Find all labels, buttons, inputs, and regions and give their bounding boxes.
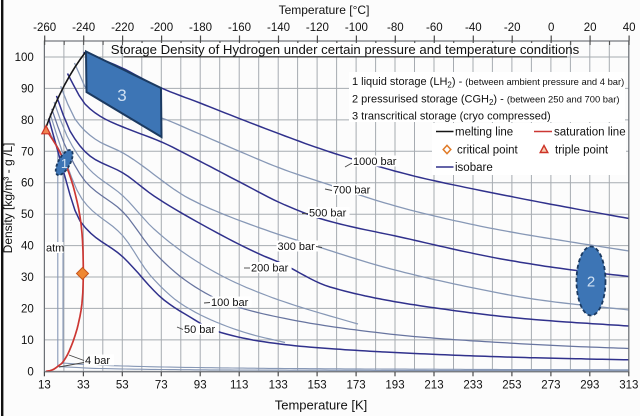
svg-text:153: 153 [308, 380, 327, 392]
svg-text:-200: -200 [150, 22, 173, 34]
svg-text:3 transcritical storage (cryo: 3 transcritical storage (cryo compressed… [352, 111, 551, 123]
svg-text:-80: -80 [387, 22, 404, 34]
svg-text:-140: -140 [267, 22, 290, 34]
svg-text:critical point: critical point [457, 145, 519, 157]
svg-text:-60: -60 [426, 22, 443, 34]
svg-text:313: 313 [619, 380, 638, 392]
svg-text:50: 50 [21, 209, 34, 221]
svg-text:500 bar: 500 bar [309, 208, 347, 220]
svg-text:4 bar: 4 bar [85, 355, 110, 367]
svg-text:33: 33 [77, 380, 90, 392]
svg-text:20: 20 [584, 22, 597, 34]
svg-text:-240: -240 [72, 22, 95, 34]
svg-text:70: 70 [21, 146, 34, 158]
svg-text:193: 193 [385, 380, 404, 392]
svg-text:80: 80 [21, 115, 34, 127]
svg-text:-20: -20 [504, 22, 521, 34]
svg-text:50 bar: 50 bar [184, 324, 216, 336]
svg-text:73: 73 [155, 380, 168, 392]
svg-text:-260: -260 [33, 22, 56, 34]
svg-text:0: 0 [548, 22, 554, 34]
svg-text:40: 40 [21, 241, 34, 253]
svg-text:2: 2 [587, 274, 595, 291]
svg-text:-180: -180 [189, 22, 212, 34]
svg-text:0: 0 [27, 366, 33, 378]
svg-text:-120: -120 [306, 22, 329, 34]
svg-text:saturation line: saturation line [554, 127, 626, 139]
svg-text:233: 233 [463, 380, 482, 392]
svg-text:100: 100 [15, 52, 34, 64]
svg-text:213: 213 [424, 380, 443, 392]
svg-text:40: 40 [623, 22, 636, 34]
svg-text:90: 90 [21, 83, 34, 95]
svg-text:atm: atm [46, 243, 64, 255]
svg-text:1: 1 [61, 156, 68, 171]
svg-text:10: 10 [21, 335, 34, 347]
svg-text:Storage Density of Hydrogen un: Storage Density of Hydrogen under certai… [111, 42, 580, 57]
svg-text:-100: -100 [345, 22, 368, 34]
svg-text:293: 293 [580, 380, 599, 392]
svg-text:2 pressurised storage (CGH2) -: 2 pressurised storage (CGH2) - (between … [352, 94, 619, 108]
svg-text:Density [kg/m³ - g /L]: Density [kg/m³ - g /L] [1, 143, 15, 254]
svg-text:133: 133 [269, 380, 288, 392]
svg-text:200 bar: 200 bar [251, 263, 289, 275]
svg-text:60: 60 [21, 178, 34, 190]
svg-text:13: 13 [38, 380, 51, 392]
svg-text:Temperature [K]: Temperature [K] [275, 398, 368, 413]
svg-text:3: 3 [117, 86, 126, 105]
svg-text:53: 53 [116, 380, 129, 392]
svg-text:isobare: isobare [455, 162, 493, 174]
svg-text:700 bar: 700 bar [333, 185, 371, 197]
svg-text:253: 253 [502, 380, 521, 392]
svg-text:1 liquid storage (LH2) - (bet: 1 liquid storage (LH2) - (between ambien… [352, 76, 624, 90]
svg-text:273: 273 [541, 380, 560, 392]
svg-text:melting line: melting line [455, 127, 513, 139]
svg-text:-40: -40 [465, 22, 482, 34]
svg-text:triple point: triple point [555, 145, 609, 157]
svg-text:-160: -160 [228, 22, 251, 34]
svg-text:173: 173 [347, 380, 366, 392]
svg-text:20: 20 [21, 303, 34, 315]
svg-text:1000 bar: 1000 bar [353, 156, 397, 168]
svg-text:113: 113 [230, 380, 248, 392]
svg-text:30: 30 [21, 272, 34, 284]
svg-text:100 bar: 100 bar [211, 297, 249, 309]
svg-text:300 bar: 300 bar [278, 241, 316, 253]
svg-text:Temperature [°C]: Temperature [°C] [279, 3, 370, 17]
svg-text:93: 93 [194, 380, 207, 392]
svg-text:-220: -220 [111, 22, 134, 34]
